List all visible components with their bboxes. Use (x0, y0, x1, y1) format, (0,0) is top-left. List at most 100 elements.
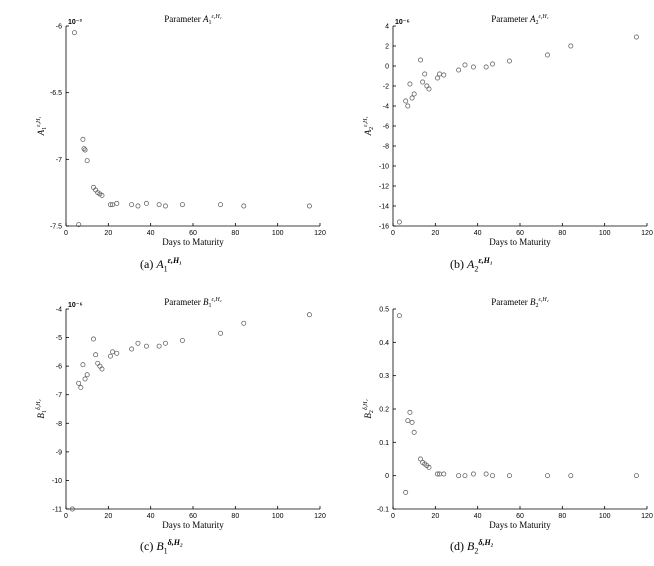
y-axis-label: B1δ,H₂ (36, 399, 48, 418)
caption-c-label: (c) (140, 539, 154, 553)
data-point (420, 79, 426, 85)
data-point (462, 473, 468, 479)
data-point (490, 473, 495, 479)
x-tick-label: 0 (391, 230, 395, 237)
data-point (483, 64, 489, 70)
caption-d-sup: δ,H₂ (478, 538, 494, 547)
caption-a-sub: 1 (163, 264, 168, 274)
caption-d: (d) B2δ,H₂ (450, 538, 493, 555)
y-tick-label: -7.5 (50, 224, 62, 231)
chart-a-svg: 0 20 40 60 80 100 120 -7.5 -7 -6.5 -6 10⁻³ Parameter… (36, 14, 326, 247)
data-point (396, 219, 402, 225)
chart-panel-c: 0 20 40 60 80 100 120 -11 -10 -9 -8 -7 -6 -5 -4 10⁻⁶ Par… (0, 283, 327, 566)
data-point (135, 203, 141, 209)
y-tick-label: -5 (56, 335, 62, 342)
y-tick-label: -6.5 (50, 90, 62, 97)
data-point (405, 418, 411, 424)
data-point (426, 86, 432, 92)
data-point (409, 419, 415, 425)
data-point (114, 200, 120, 206)
data-point (76, 222, 82, 228)
data-point (218, 330, 223, 336)
y-axis-label: B2δ,H₂ (363, 399, 375, 418)
data-point (422, 71, 428, 77)
caption-b-symbol: A (467, 257, 475, 271)
data-point (411, 91, 417, 97)
data-point (441, 471, 447, 477)
x-tick-label: 20 (104, 230, 112, 237)
caption-c: (c) B1δ,H₂ (140, 538, 183, 555)
data-point (470, 64, 476, 70)
data-point (76, 380, 82, 386)
data-point (434, 471, 440, 477)
data-point (163, 340, 168, 346)
data-point (409, 95, 415, 101)
data-point (456, 473, 462, 479)
x-tick-label: 60 (516, 513, 524, 520)
y-tick-label: -7 (56, 157, 62, 164)
data-point (99, 366, 105, 372)
y-tick-label: 0 (385, 64, 389, 71)
data-point (179, 202, 185, 208)
caption-d-symbol: B (467, 539, 475, 553)
x-tick-label: 20 (104, 513, 112, 520)
x-tick-label: 60 (189, 513, 197, 520)
x-tick-label: 80 (558, 513, 566, 520)
data-point (82, 376, 88, 382)
y-exponent-label: 10⁻⁶ (68, 302, 83, 309)
caption-a-label: (a) (140, 257, 154, 271)
data-point (418, 57, 423, 63)
caption-a-symbol: A (156, 257, 164, 271)
y-tick-label: 4 (385, 24, 389, 31)
data-point (456, 67, 462, 73)
y-tick-label: -7 (56, 392, 62, 399)
x-axis-label: Days to Maturity (162, 520, 224, 530)
caption-b-label: (b) (450, 257, 464, 271)
x-tick-label: 100 (599, 230, 611, 237)
data-point (633, 34, 639, 40)
x-tick-label: 100 (272, 513, 284, 520)
y-tick-label: -4 (383, 104, 389, 111)
data-point (107, 202, 113, 208)
data-point (78, 385, 84, 391)
caption-b-sub: 2 (474, 264, 479, 274)
caption-a: (a) A1ε,H₁ (140, 256, 182, 273)
x-tick-label: 0 (64, 513, 68, 520)
data-point (434, 75, 440, 81)
data-point (179, 337, 185, 343)
data-point (568, 43, 574, 49)
caption-d-sub: 2 (474, 546, 479, 556)
y-tick-label: -12 (379, 184, 389, 191)
chart-title: Parameter B2ε,H₂ (491, 297, 549, 309)
y-tick-label: -16 (379, 224, 389, 231)
x-tick-label: 100 (599, 513, 611, 520)
data-point (129, 346, 135, 352)
x-axis-label: Days to Maturity (489, 520, 551, 530)
data-point (424, 83, 430, 89)
x-tick-label: 80 (558, 230, 566, 237)
data-point (80, 136, 86, 142)
y-tick-label: 0.5 (379, 307, 389, 314)
data-point (135, 340, 141, 346)
data-point (241, 320, 247, 326)
y-tick-label: -14 (379, 204, 389, 211)
x-axis-label: Days to Maturity (489, 237, 551, 247)
x-tick-label: 0 (64, 230, 68, 237)
data-point (470, 471, 476, 477)
data-point (95, 360, 101, 366)
chart-title: Parameter B1ε,H₂ (164, 297, 222, 309)
caption-a-sup: ε,H₁ (167, 256, 182, 265)
y-axis-label: A1ε,H₁ (36, 117, 48, 137)
x-tick-label: 60 (516, 230, 524, 237)
x-tick-label: 120 (314, 513, 326, 520)
data-point (110, 349, 116, 355)
data-point (306, 312, 312, 318)
x-tick-label: 100 (272, 230, 284, 237)
y-tick-label: -6 (56, 364, 62, 371)
data-point (396, 313, 402, 319)
y-tick-label: -9 (56, 449, 62, 456)
data-point (483, 471, 489, 477)
data-point (129, 202, 135, 208)
y-tick-label: -10 (379, 164, 389, 171)
data-point (156, 202, 162, 208)
